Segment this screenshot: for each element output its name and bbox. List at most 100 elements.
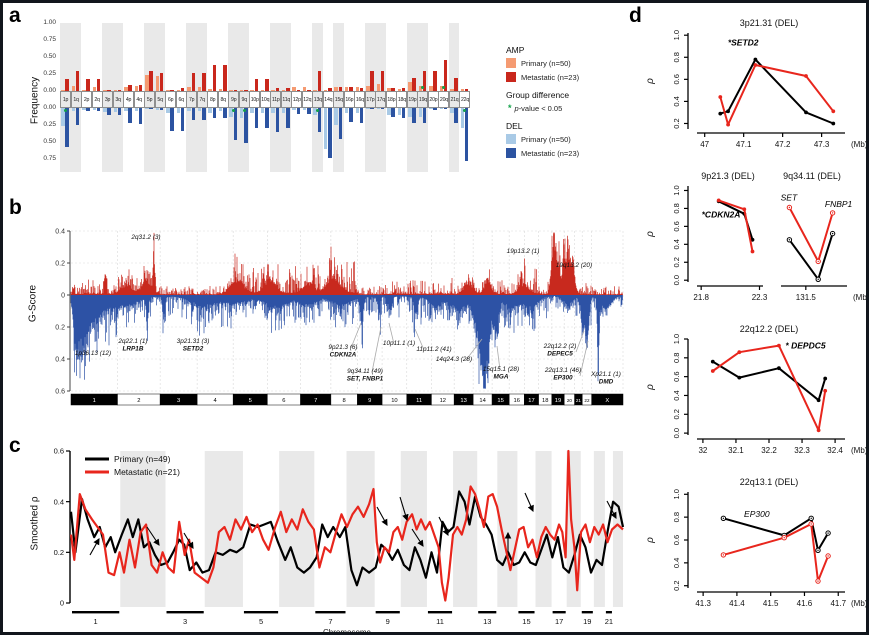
svg-text:32.1: 32.1 (728, 446, 744, 455)
amp-bar-metastatic (233, 90, 238, 91)
mini-plot-2: 0.0 0.2 0.4 0.6 0.8 1.0 ρ 22q12.2 (DEL) 32 32.1 32… (645, 324, 868, 455)
svg-text:0.4: 0.4 (55, 356, 65, 363)
amp-bar-primary (313, 89, 317, 91)
chrom-axis-bar (243, 611, 279, 614)
gscore-annotation: 1p36.13 (12) (75, 350, 111, 357)
del-bar-metastatic (338, 108, 343, 139)
arm-label-3p: 3p (102, 91, 114, 108)
svg-text:21: 21 (605, 617, 613, 626)
significance-asterisk: * (508, 103, 512, 113)
svg-text:0.8: 0.8 (672, 52, 681, 62)
chrom-stripe-c (497, 451, 518, 607)
svg-text:20: 20 (567, 398, 573, 403)
chrom-stripe-13 (312, 23, 323, 172)
del-bar-metastatic (296, 108, 301, 115)
del-bar-primary (61, 108, 65, 126)
panel-d-label: d (629, 4, 642, 27)
svg-text:0.6: 0.6 (672, 221, 681, 231)
amp-bar-primary (155, 76, 160, 91)
svg-text:0.8: 0.8 (672, 353, 681, 363)
gscore-annotation: 9q34.11 (49) SET, FNBP1 (347, 368, 384, 383)
svg-text:17: 17 (555, 617, 563, 626)
amp-primary-legend-item: Primary (n=50) (506, 58, 636, 68)
chrom-axis-bar (581, 611, 593, 614)
del-bar-metastatic (422, 108, 427, 123)
mb-unit-label: (Mb) (851, 446, 868, 455)
chrom-stripe-15 (333, 23, 344, 172)
arm-label-17q: 17q (375, 91, 387, 108)
panel-b-label: b (9, 196, 22, 219)
chrom-axis-bar (166, 611, 204, 614)
del-bar-metastatic (180, 108, 185, 132)
del-bar-primary (166, 108, 170, 113)
chrom-axis-bar (427, 611, 453, 614)
svg-text:0.4: 0.4 (55, 228, 65, 235)
svg-text:0.0: 0.0 (672, 275, 681, 285)
svg-text:22: 22 (584, 398, 590, 403)
del-metastatic-label: Metastatic (n=23) (521, 148, 580, 158)
gscore-annotation: 15q15.1 (28) MGA (483, 366, 519, 381)
gene-annotation: FNBP1 (825, 199, 853, 209)
rho-axis-label: ρ (645, 537, 656, 544)
del-bar-primary (292, 108, 296, 110)
amp-bar-primary (92, 86, 97, 91)
svg-text:1: 1 (94, 617, 98, 626)
gscore-annotation: 19p13.2 (1) (507, 248, 540, 255)
svg-text:1.0: 1.0 (672, 185, 681, 195)
del-bar-metastatic (191, 108, 196, 120)
mb-unit-label: (Mb) (851, 599, 868, 608)
svg-text:0.4: 0.4 (672, 558, 681, 568)
del-bar-primary (218, 108, 223, 112)
del-bar-metastatic (202, 108, 206, 120)
arm-label-12q: 12q (301, 91, 313, 108)
svg-text:0.2: 0.2 (55, 324, 65, 331)
panel-a-legend: AMP Primary (n=50) Metastatic (n=23) Gro… (506, 45, 636, 162)
svg-text:0.4: 0.4 (54, 497, 64, 506)
arm-label-10q: 10q (259, 91, 271, 108)
chrom-axis-bar (375, 611, 400, 614)
del-bar-metastatic (170, 108, 174, 132)
svg-text:11: 11 (416, 398, 422, 404)
svg-text:12: 12 (440, 398, 446, 404)
arm-label-5p: 5p (144, 91, 156, 108)
amp-bar-metastatic (296, 89, 301, 91)
mini-line-red (718, 199, 754, 252)
arm-label-9q: 9q (238, 91, 250, 108)
del-bar-metastatic (117, 108, 122, 115)
amp-bar-metastatic (128, 84, 132, 91)
svg-text:21: 21 (576, 398, 582, 403)
arm-label-11p: 11p (270, 91, 282, 108)
feature-arrow (183, 532, 194, 549)
del-bar-primary (92, 108, 97, 110)
mini-plot-title: 22q13.1 (DEL) (740, 477, 799, 487)
amp-axis-tick: 0.00 (43, 87, 56, 94)
svg-text:0.2: 0.2 (54, 548, 64, 557)
svg-text:32.4: 32.4 (827, 446, 843, 455)
del-bar-metastatic (401, 108, 406, 118)
gene-annotation: EP300 (744, 509, 770, 519)
svg-text:0.2: 0.2 (672, 580, 681, 590)
amp-axis-tick: 0.25 (43, 70, 56, 77)
del-bar-primary (134, 108, 139, 112)
smoothed-rho-chart-svg: 0 0.2 0.4 0.6 Primary (n=49) Metastatic (n=21… (54, 447, 625, 632)
del-bar-primary (344, 108, 349, 113)
amp-bar-metastatic (349, 86, 353, 91)
svg-text:32.3: 32.3 (794, 446, 810, 455)
amp-bar-primary (82, 89, 86, 91)
arm-label-16q: 16q (354, 91, 366, 108)
chrom-axis-bar (315, 611, 346, 614)
svg-text:0.6: 0.6 (672, 74, 681, 84)
amp-bar-metastatic (180, 87, 185, 91)
mini-line-red (712, 344, 827, 432)
del-bar-metastatic (244, 108, 248, 144)
arm-label-6p: 6p (165, 91, 177, 108)
rho-axis-label: ρ (645, 384, 656, 391)
feature-arrow (376, 506, 388, 526)
del-bar-primary (397, 108, 402, 115)
del-bar-primary (229, 108, 233, 117)
svg-text:X: X (605, 398, 609, 404)
amp-bar-metastatic (202, 73, 206, 91)
amp-bar-primary (61, 89, 65, 91)
del-bar-primary (323, 108, 328, 149)
del-legend-title: DEL (506, 121, 523, 131)
